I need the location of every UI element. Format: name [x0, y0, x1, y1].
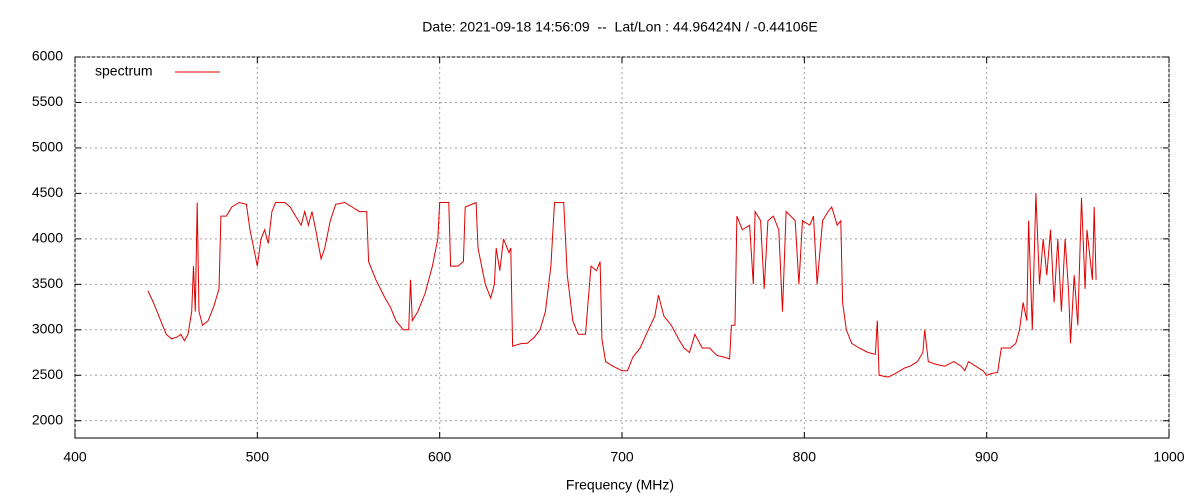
- y-tick-label: 2000: [32, 411, 63, 427]
- x-tick-label: 700: [610, 449, 634, 465]
- y-tick-label: 5000: [32, 139, 63, 155]
- y-tick-label: 2500: [32, 366, 63, 382]
- y-tick-label: 5500: [32, 93, 63, 109]
- data-line: [147, 193, 1097, 378]
- x-tick-label: 600: [428, 449, 452, 465]
- y-tick-label: 3000: [32, 320, 63, 336]
- x-tick-label: 900: [975, 449, 999, 465]
- x-tick-label: 500: [246, 449, 270, 465]
- y-tick-label: 3500: [32, 275, 63, 291]
- y-tick-label: 4500: [32, 184, 63, 200]
- x-tick-label: 400: [63, 449, 87, 465]
- x-axis-label: Frequency (MHz): [566, 477, 674, 493]
- y-tick-label: 6000: [32, 48, 63, 64]
- y-tick-label: 4000: [32, 230, 63, 246]
- chart-title: Date: 2021-09-18 14:56:09 -- Lat/Lon : 4…: [422, 19, 817, 35]
- legend-label: spectrum: [95, 63, 153, 79]
- x-tick-label: 1000: [1153, 449, 1184, 465]
- x-tick-label: 800: [793, 449, 817, 465]
